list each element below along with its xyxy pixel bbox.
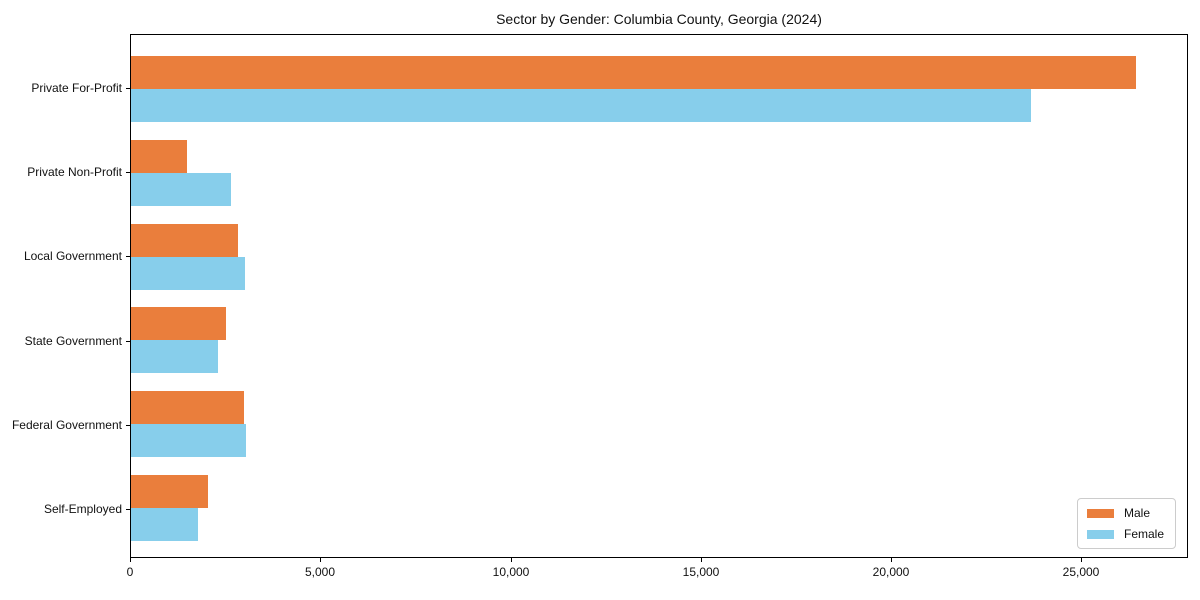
bar-male-federal-government xyxy=(131,391,245,425)
x-axis-tick-label: 10,000 xyxy=(492,565,530,579)
x-axis-tick-label: 5,000 xyxy=(304,565,336,579)
y-axis-labels: Private For-Profit Private Non-Profit Loca… xyxy=(0,34,122,558)
y-axis-label-private-for-profit: Private For-Profit xyxy=(31,81,122,96)
y-axis-label-state-government: State Government xyxy=(24,333,122,348)
chart-title: Sector by Gender: Columbia County, Georg… xyxy=(496,11,822,27)
bar-male-self-employed xyxy=(131,475,208,509)
x-axis-tick xyxy=(1081,558,1082,562)
y-axis-label-local-government: Local Government xyxy=(23,249,122,264)
bar-group-private-non-profit xyxy=(131,131,1187,215)
x-axis-tick xyxy=(320,558,321,562)
legend-label-male: Male xyxy=(1123,506,1150,520)
x-axis-tick-label: 0 xyxy=(126,565,134,579)
bar-group-state-government xyxy=(131,298,1187,382)
bar-male-private-for-profit xyxy=(131,55,1136,89)
y-axis-label-self-employed: Self-Employed xyxy=(43,501,122,516)
y-axis-label-private-non-profit: Private Non-Profit xyxy=(27,165,122,180)
x-axis-tick xyxy=(130,558,131,562)
legend: Male Female xyxy=(1076,498,1176,549)
legend-swatch-female xyxy=(1086,529,1114,539)
bar-group-federal-government xyxy=(131,382,1187,466)
bar-male-local-government xyxy=(131,223,238,257)
bar-group-self-employed xyxy=(131,466,1187,550)
x-axis-tick-label: 15,000 xyxy=(682,565,720,579)
legend-item-female: Female xyxy=(1086,527,1164,541)
x-axis-tick xyxy=(891,558,892,562)
bar-group-private-for-profit xyxy=(131,47,1187,131)
legend-item-male: Male xyxy=(1086,506,1164,520)
plot-area: Male Female xyxy=(130,34,1188,558)
x-axis-tick-label: 20,000 xyxy=(872,565,910,579)
bar-female-private-non-profit xyxy=(131,172,232,206)
x-axis-tick xyxy=(701,558,702,562)
bar-female-local-government xyxy=(131,256,245,290)
legend-swatch-male xyxy=(1086,508,1114,518)
y-axis-label-federal-government: Federal Government xyxy=(11,417,122,432)
y-axis-tick xyxy=(126,256,130,257)
legend-label-female: Female xyxy=(1123,527,1164,541)
y-axis-tick xyxy=(126,425,130,426)
bar-female-private-for-profit xyxy=(131,88,1031,122)
x-axis-tick-label: 25,000 xyxy=(1062,565,1100,579)
x-axis-tick xyxy=(511,558,512,562)
y-axis-tick xyxy=(126,341,130,342)
bar-female-self-employed xyxy=(131,508,198,542)
bar-male-state-government xyxy=(131,307,227,341)
bar-male-private-non-profit xyxy=(131,139,187,173)
y-axis-tick xyxy=(126,88,130,89)
y-axis-tick xyxy=(126,172,130,173)
bar-rows xyxy=(131,35,1187,557)
bar-female-federal-government xyxy=(131,424,246,458)
bar-group-local-government xyxy=(131,215,1187,299)
y-axis-tick xyxy=(126,509,130,510)
bar-female-state-government xyxy=(131,340,219,374)
